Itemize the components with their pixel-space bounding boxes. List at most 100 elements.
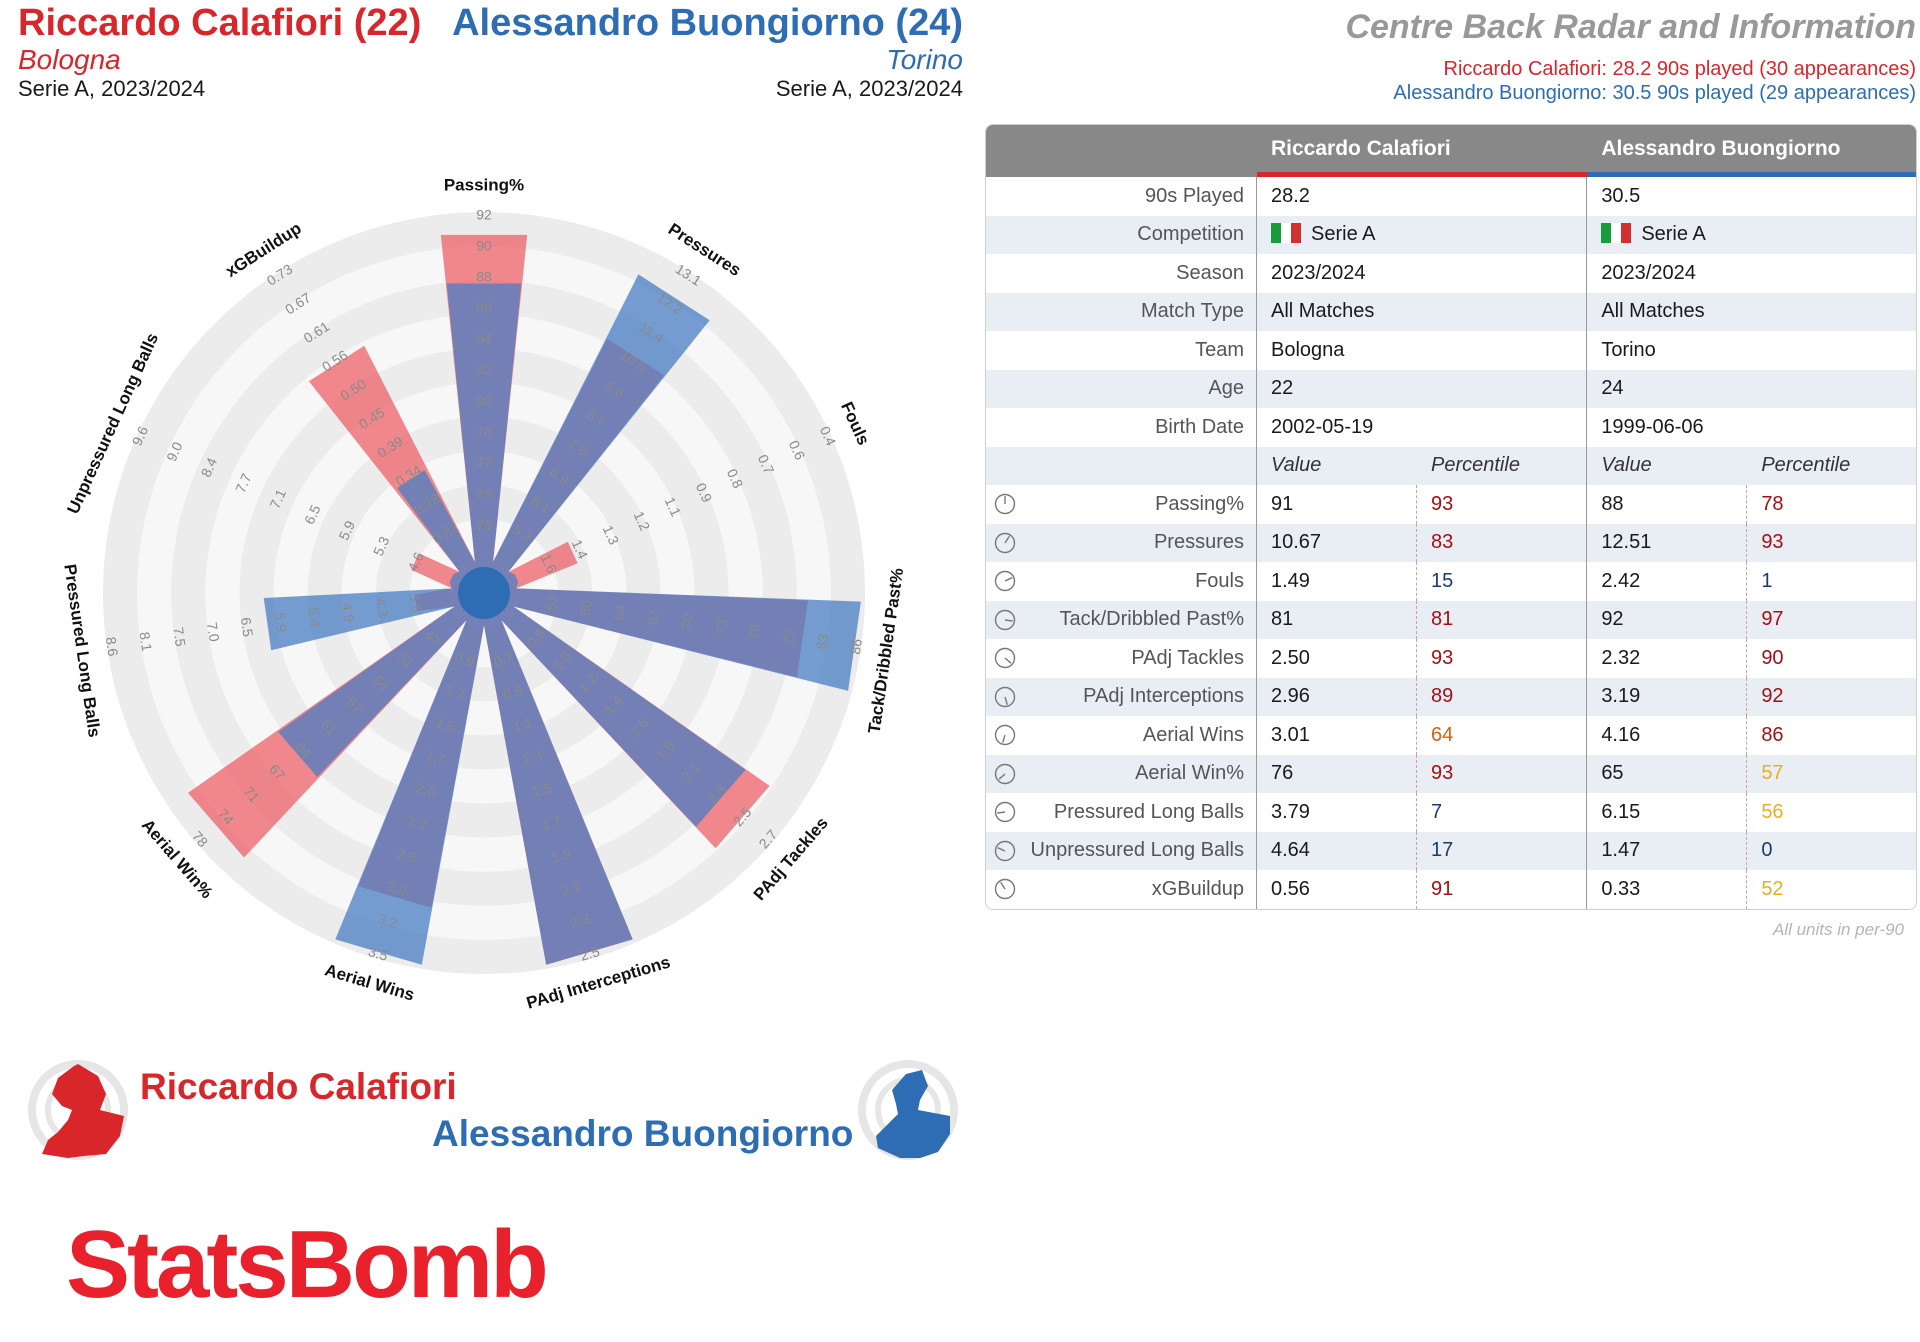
metric-dial-icon bbox=[994, 724, 1016, 746]
radar-tick-label: 86 bbox=[847, 637, 865, 655]
radar-tick-label: 57 bbox=[543, 594, 561, 612]
stat-percentile-player2: 92 bbox=[1747, 677, 1916, 716]
radar-tick-label: 7.0 bbox=[204, 621, 223, 643]
stat-label: Aerial Wins bbox=[986, 716, 1257, 755]
radar-tick-label: 1.3 bbox=[600, 523, 623, 548]
radar-tick-label: 1.1 bbox=[511, 714, 534, 735]
radar-tick-label: 1.4 bbox=[569, 537, 592, 562]
blank-cell bbox=[986, 446, 1257, 485]
legend-player1: Riccardo Calafiori bbox=[140, 1066, 457, 1107]
radar-tick-label: 2.5 bbox=[578, 943, 601, 964]
stat-value-player2: 1.47 bbox=[1587, 831, 1748, 870]
stat-percentile-player1: 64 bbox=[1417, 716, 1588, 755]
radar-tick-label: 7.5 bbox=[170, 626, 189, 648]
stat-row: Tack/Dribbled Past% 81 81 92 97 bbox=[986, 600, 1916, 639]
stat-row: PAdj Interceptions 2.96 89 3.19 92 bbox=[986, 677, 1916, 716]
info-value-player2: Torino bbox=[1601, 338, 1656, 361]
info-row: 90s Played 28.2 30.5 bbox=[986, 177, 1916, 216]
stat-value-player1: 81 bbox=[1257, 600, 1417, 639]
info-value-player1: 2023/2024 bbox=[1257, 254, 1588, 293]
radar-tick-label: 8.4 bbox=[198, 455, 221, 480]
radar-tick-label: 0.8 bbox=[724, 466, 747, 491]
stat-percentile-player2: 56 bbox=[1761, 800, 1784, 823]
radar-tick-label: 3.5 bbox=[367, 943, 390, 964]
stat-row: Aerial Wins 3.01 64 4.16 86 bbox=[986, 716, 1916, 755]
radar-tick-label: 2.0 bbox=[415, 779, 438, 800]
info-label: Season bbox=[986, 254, 1257, 293]
stat-percentile-player1: 81 bbox=[1417, 600, 1588, 639]
radar-tick-label: 1.7 bbox=[540, 812, 563, 833]
radar-chart: 73757778808284868890925.26.16.97.88.79.6… bbox=[60, 175, 907, 1012]
stat-label: Tack/Dribbled Past% bbox=[986, 600, 1257, 639]
radar-tick-label: 0.9 bbox=[693, 480, 716, 505]
info-label: Age bbox=[986, 369, 1257, 408]
info-row: Match Type All Matches All Matches bbox=[986, 292, 1916, 331]
stat-label: Pressured Long Balls bbox=[986, 793, 1257, 832]
stat-value-player1: 1.49 bbox=[1257, 562, 1417, 601]
radar-tick-label: 1.5 bbox=[530, 779, 553, 800]
stat-label: Passing% bbox=[986, 485, 1257, 524]
stat-label: Fouls bbox=[986, 562, 1257, 601]
info-value-player2: 1999-06-06 bbox=[1601, 415, 1704, 438]
player2-team: Torino bbox=[886, 44, 963, 75]
info-label: 90s Played bbox=[986, 177, 1257, 216]
radar-tick-label: 6.5 bbox=[301, 502, 324, 527]
info-value-player1: 2002-05-19 bbox=[1257, 408, 1588, 447]
stat-percentile-player2: 52 bbox=[1761, 877, 1784, 900]
metric-dial-icon bbox=[994, 570, 1016, 592]
info-value-player1: 22 bbox=[1257, 369, 1588, 408]
stat-label: PAdj Interceptions bbox=[986, 677, 1257, 716]
stat-value-player2: 0.33 bbox=[1587, 870, 1748, 909]
comparison-table: Riccardo Calafiori Alessandro Buongiorno… bbox=[985, 124, 1917, 910]
radar-tick-label: 60 bbox=[577, 599, 595, 617]
radar-tick-label: 3.8 bbox=[407, 592, 426, 614]
stat-value-player1: 91 bbox=[1257, 485, 1417, 524]
stat-value-player1: 2.50 bbox=[1257, 639, 1417, 678]
radar-tick-label: 1.2 bbox=[631, 509, 654, 534]
radar-tick-label: 1.1 bbox=[662, 494, 685, 519]
radar-polygons bbox=[188, 234, 861, 965]
stat-value-player2: 4.16 bbox=[1587, 716, 1748, 755]
metric-dial-icon bbox=[994, 878, 1016, 900]
info-label: Team bbox=[986, 331, 1257, 370]
stat-value-player2: 88 bbox=[1587, 485, 1748, 524]
radar-tick-label: 1.5 bbox=[434, 714, 457, 735]
radar-tick-label: 83 bbox=[813, 633, 831, 651]
stat-value-player1: 0.56 bbox=[1257, 870, 1417, 909]
radar-tick-label: 75 bbox=[476, 486, 492, 502]
stat-label: Pressures bbox=[986, 523, 1257, 562]
stat-percentile-player2: 86 bbox=[1761, 723, 1784, 746]
stat-label: Aerial Win% bbox=[986, 754, 1257, 793]
stat-row: xGBuildup 0.56 91 0.33 52 bbox=[986, 870, 1916, 909]
info-label: Competition bbox=[986, 215, 1257, 254]
info-label: Match Type bbox=[986, 292, 1257, 331]
radar-tick-label: 0.6 bbox=[786, 438, 809, 463]
stat-percentile-player1: 7 bbox=[1417, 793, 1588, 832]
radar-tick-label: 1.2 bbox=[443, 681, 466, 702]
radar-center-dot bbox=[458, 567, 510, 619]
radar-tick-label: 0.4 bbox=[817, 424, 840, 449]
stat-value-player2: 3.19 bbox=[1587, 677, 1748, 716]
stat-value-player2: 65 bbox=[1587, 754, 1748, 793]
radar-tick-label: 9.0 bbox=[163, 439, 186, 464]
italy-flag-icon bbox=[1601, 223, 1632, 244]
stat-row: Unpressured Long Balls 4.64 17 1.47 0 bbox=[986, 831, 1916, 870]
radar-tick-label: 4.9 bbox=[339, 602, 358, 624]
radar-tick-label: 78 bbox=[476, 424, 492, 440]
metric-dial-icon bbox=[994, 686, 1016, 707]
radar-tick-label: 90 bbox=[476, 238, 492, 254]
radar-tick-label: 5.3 bbox=[370, 534, 393, 559]
radar-tick-label: 1.7 bbox=[424, 747, 447, 768]
value-percentile-header-row: Value Percentile Value Percentile bbox=[986, 446, 1916, 485]
stat-value-player2: 2.42 bbox=[1587, 562, 1748, 601]
metric-dial-icon bbox=[994, 532, 1016, 553]
stat-row: Fouls 1.49 15 2.42 1 bbox=[986, 562, 1916, 601]
player1-played-summary: Riccardo Calafiori: 28.2 90s played (30 … bbox=[1443, 58, 1917, 80]
info-value-player2: 24 bbox=[1587, 369, 1916, 408]
stat-value-player1: 76 bbox=[1257, 754, 1417, 793]
radar-tick-label: 73 bbox=[476, 517, 492, 533]
player1-legend-icon bbox=[28, 1060, 128, 1160]
info-value-player2: 2023/2024 bbox=[1601, 261, 1696, 284]
info-value-player1: 28.2 bbox=[1257, 177, 1588, 216]
stat-label: PAdj Tackles bbox=[986, 639, 1257, 678]
